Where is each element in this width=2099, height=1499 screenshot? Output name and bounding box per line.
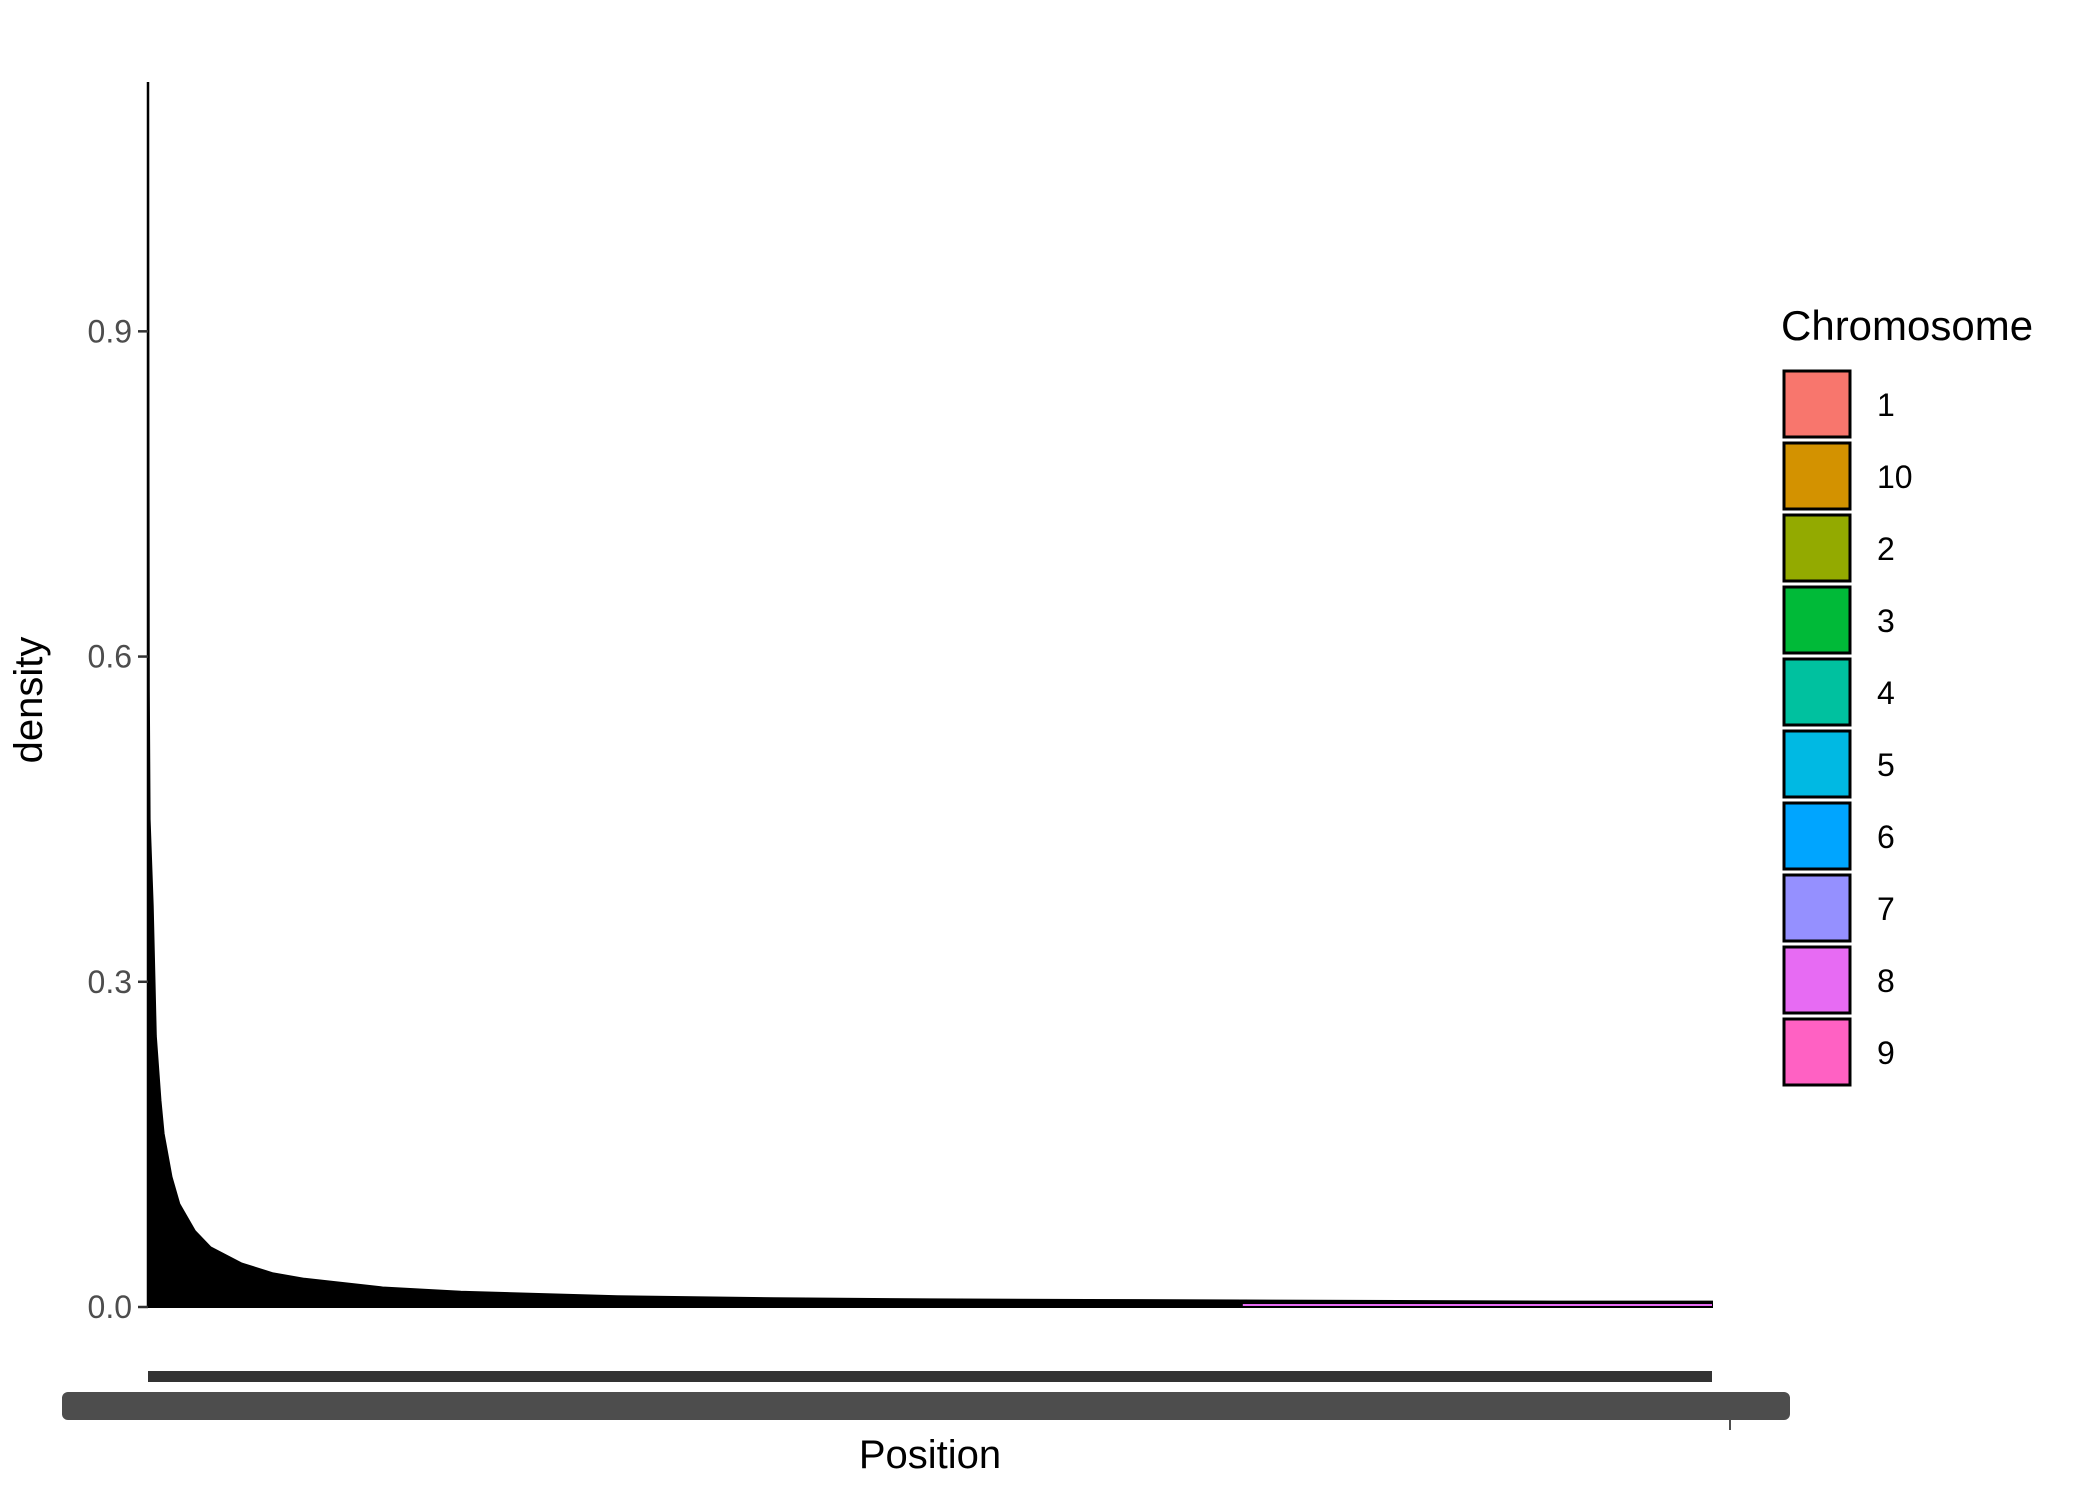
- legend-label: 6: [1877, 819, 1895, 855]
- legend-key: [1782, 513, 1852, 583]
- x-axis: [62, 1371, 1790, 1430]
- legend-label: 5: [1877, 747, 1895, 783]
- x-tick-band: [148, 1371, 1712, 1382]
- legend-key: [1782, 657, 1852, 727]
- legend-key: [1782, 729, 1852, 799]
- y-tick-label: 0.9: [88, 313, 132, 349]
- y-tick-label: 0.6: [88, 639, 132, 675]
- y-tick-label: 0.0: [88, 1289, 132, 1325]
- density-area: [147, 92, 1713, 1308]
- legend-label: 7: [1877, 891, 1895, 927]
- y-tick-label: 0.3: [88, 964, 132, 1000]
- x-tick-label-band: [62, 1392, 1790, 1420]
- x-axis-title: Position: [859, 1433, 1001, 1477]
- legend-key: [1782, 441, 1852, 511]
- legend-label: 3: [1877, 603, 1895, 639]
- legend-key: [1782, 945, 1852, 1015]
- legend-label: 1: [1877, 387, 1895, 423]
- legend-key: [1782, 369, 1852, 439]
- legend-key: [1782, 801, 1852, 871]
- legend-label: 9: [1877, 1035, 1895, 1071]
- y-axis: 0.0 0.3 0.6 0.9: [88, 82, 150, 1325]
- legend-key: [1782, 1017, 1852, 1087]
- legend-key: [1782, 873, 1852, 943]
- legend-label: 2: [1877, 531, 1895, 567]
- legend: Chromosome 1 10 2 3 4 5 6 7 8 9: [1781, 302, 2033, 1087]
- legend-title: Chromosome: [1781, 302, 2033, 349]
- legend-key: [1782, 585, 1852, 655]
- y-axis-title: density: [7, 637, 51, 764]
- legend-label: 10: [1877, 459, 1913, 495]
- legend-label: 8: [1877, 963, 1895, 999]
- legend-label: 4: [1877, 675, 1895, 711]
- plot-area: [147, 92, 1713, 1308]
